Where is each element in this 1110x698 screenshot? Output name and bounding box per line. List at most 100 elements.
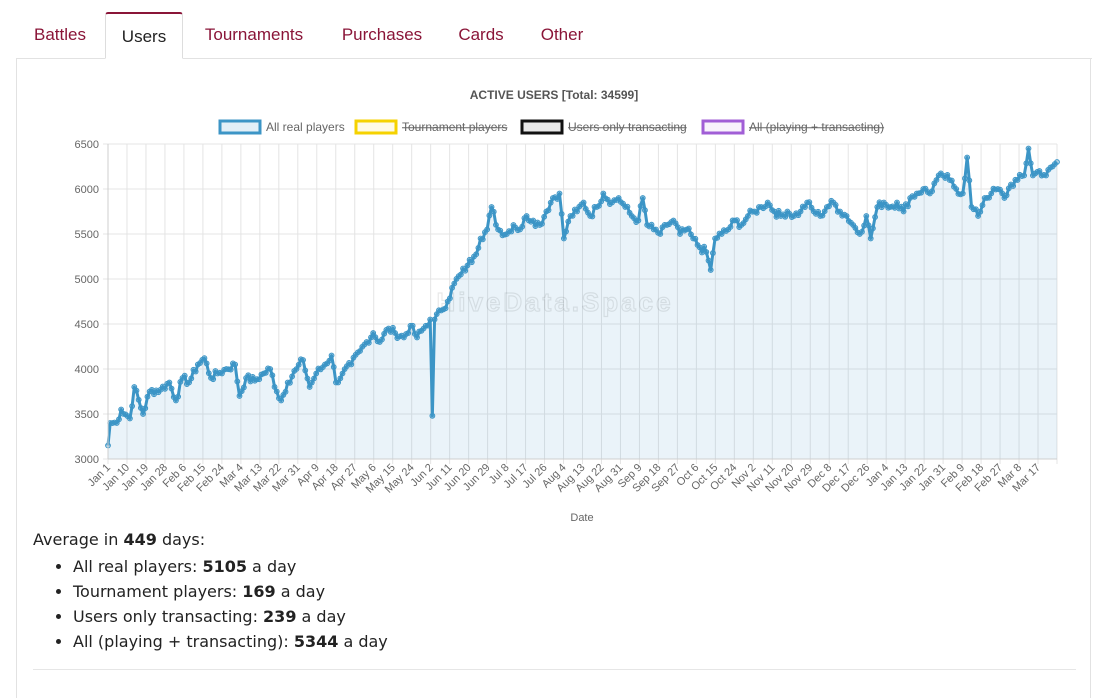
data-point[interactable] — [140, 411, 146, 417]
data-point[interactable] — [313, 370, 320, 377]
data-point[interactable] — [488, 204, 495, 210]
data-point[interactable] — [447, 295, 453, 302]
data-point[interactable] — [269, 372, 276, 379]
data-point[interactable] — [554, 196, 561, 202]
data-point[interactable] — [300, 357, 306, 363]
data-point[interactable] — [753, 209, 760, 216]
data-point[interactable] — [964, 154, 971, 161]
legend-item-tournament-players[interactable]: Tournament players — [354, 119, 508, 135]
data-point[interactable] — [648, 221, 655, 228]
data-point[interactable] — [133, 387, 140, 394]
data-point[interactable] — [240, 384, 247, 391]
data-point[interactable] — [451, 280, 458, 287]
data-point[interactable] — [479, 236, 486, 243]
data-point[interactable] — [203, 360, 210, 367]
data-point[interactable] — [832, 202, 839, 208]
tab-users[interactable]: Users — [105, 12, 183, 59]
data-point[interactable] — [843, 213, 850, 219]
data-point[interactable] — [547, 199, 554, 206]
data-point[interactable] — [330, 364, 337, 370]
data-point[interactable] — [977, 208, 984, 215]
data-point[interactable] — [1021, 172, 1028, 179]
data-point[interactable] — [539, 220, 545, 227]
data-point[interactable] — [692, 235, 699, 242]
data-point[interactable] — [287, 379, 293, 386]
data-point[interactable] — [497, 227, 504, 234]
data-point[interactable] — [545, 207, 552, 214]
tab-cards[interactable]: Cards — [458, 25, 504, 44]
data-point[interactable] — [457, 271, 464, 278]
data-point[interactable] — [227, 366, 234, 373]
data-point[interactable] — [973, 206, 979, 213]
data-point[interactable] — [898, 203, 905, 210]
data-point[interactable] — [181, 372, 188, 379]
data-point[interactable] — [685, 225, 692, 232]
data-point[interactable] — [637, 203, 644, 209]
data-point[interactable] — [493, 221, 499, 228]
data-point[interactable] — [337, 375, 344, 382]
data-point[interactable] — [464, 262, 471, 269]
data-point[interactable] — [657, 231, 664, 237]
data-point[interactable] — [129, 403, 136, 410]
legend-item-all-playing-transacting[interactable]: All (playing + transacting) — [701, 119, 885, 135]
data-point[interactable] — [872, 214, 878, 220]
data-point[interactable] — [278, 397, 285, 404]
data-point[interactable] — [966, 177, 973, 184]
data-point[interactable] — [782, 213, 789, 220]
data-point[interactable] — [710, 250, 716, 256]
data-point[interactable] — [339, 370, 346, 377]
data-point[interactable] — [859, 228, 865, 235]
data-point[interactable] — [867, 235, 874, 242]
data-point[interactable] — [905, 203, 911, 210]
data-point[interactable] — [1025, 145, 1032, 152]
data-point[interactable] — [486, 212, 493, 219]
data-point[interactable] — [449, 284, 455, 291]
data-point[interactable] — [484, 226, 491, 233]
data-point[interactable] — [475, 244, 482, 251]
data-point[interactable] — [144, 393, 151, 400]
data-point[interactable] — [714, 234, 721, 241]
data-point[interactable] — [142, 405, 149, 412]
data-point[interactable] — [473, 251, 480, 258]
data-point[interactable] — [1003, 192, 1010, 199]
data-point[interactable] — [1054, 159, 1060, 165]
data-point[interactable] — [192, 368, 199, 375]
data-point[interactable] — [705, 257, 712, 264]
data-point[interactable] — [365, 339, 372, 346]
data-point[interactable] — [635, 217, 642, 224]
data-point[interactable] — [311, 375, 317, 382]
data-point[interactable] — [390, 324, 396, 331]
data-point[interactable] — [598, 198, 605, 205]
data-point[interactable] — [304, 375, 311, 382]
data-point[interactable] — [933, 177, 940, 183]
data-point[interactable] — [642, 207, 648, 214]
data-point[interactable] — [953, 186, 960, 192]
tab-other[interactable]: Other — [540, 25, 584, 44]
data-point[interactable] — [677, 231, 683, 237]
data-point[interactable] — [256, 376, 263, 383]
data-point[interactable] — [600, 190, 607, 197]
data-point[interactable] — [806, 199, 813, 206]
data-point[interactable] — [558, 211, 565, 217]
data-point[interactable] — [863, 213, 870, 219]
data-point[interactable] — [556, 190, 563, 197]
data-point[interactable] — [802, 204, 808, 210]
data-point[interactable] — [703, 249, 710, 255]
data-point[interactable] — [135, 396, 142, 403]
data-point[interactable] — [1027, 160, 1034, 167]
data-point[interactable] — [414, 334, 420, 341]
tab-tournaments[interactable]: Tournaments — [204, 25, 304, 44]
data-point[interactable] — [379, 336, 385, 343]
data-point[interactable] — [569, 212, 576, 219]
data-point[interactable] — [262, 369, 269, 376]
data-point[interactable] — [574, 208, 580, 215]
data-point[interactable] — [727, 224, 734, 230]
data-point[interactable] — [306, 384, 313, 390]
data-point[interactable] — [168, 385, 175, 392]
data-point[interactable] — [1010, 183, 1017, 189]
data-point[interactable] — [775, 207, 782, 214]
data-point[interactable] — [563, 228, 569, 235]
data-point[interactable] — [205, 370, 212, 377]
data-point[interactable] — [234, 378, 241, 385]
data-point[interactable] — [127, 415, 133, 422]
